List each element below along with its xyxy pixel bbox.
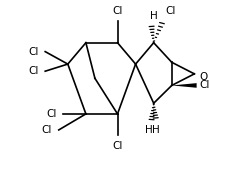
- Text: Cl: Cl: [198, 80, 208, 90]
- Text: Cl: Cl: [164, 6, 175, 16]
- Text: Cl: Cl: [28, 66, 38, 76]
- Text: Cl: Cl: [41, 125, 52, 135]
- Text: O: O: [198, 72, 206, 82]
- Text: Cl: Cl: [28, 47, 38, 57]
- Text: Cl: Cl: [112, 141, 122, 151]
- Text: Cl: Cl: [112, 6, 122, 16]
- Text: H: H: [151, 125, 159, 135]
- Text: H: H: [145, 125, 152, 135]
- Text: H: H: [149, 11, 157, 21]
- Text: Cl: Cl: [46, 109, 56, 119]
- Polygon shape: [171, 83, 196, 88]
